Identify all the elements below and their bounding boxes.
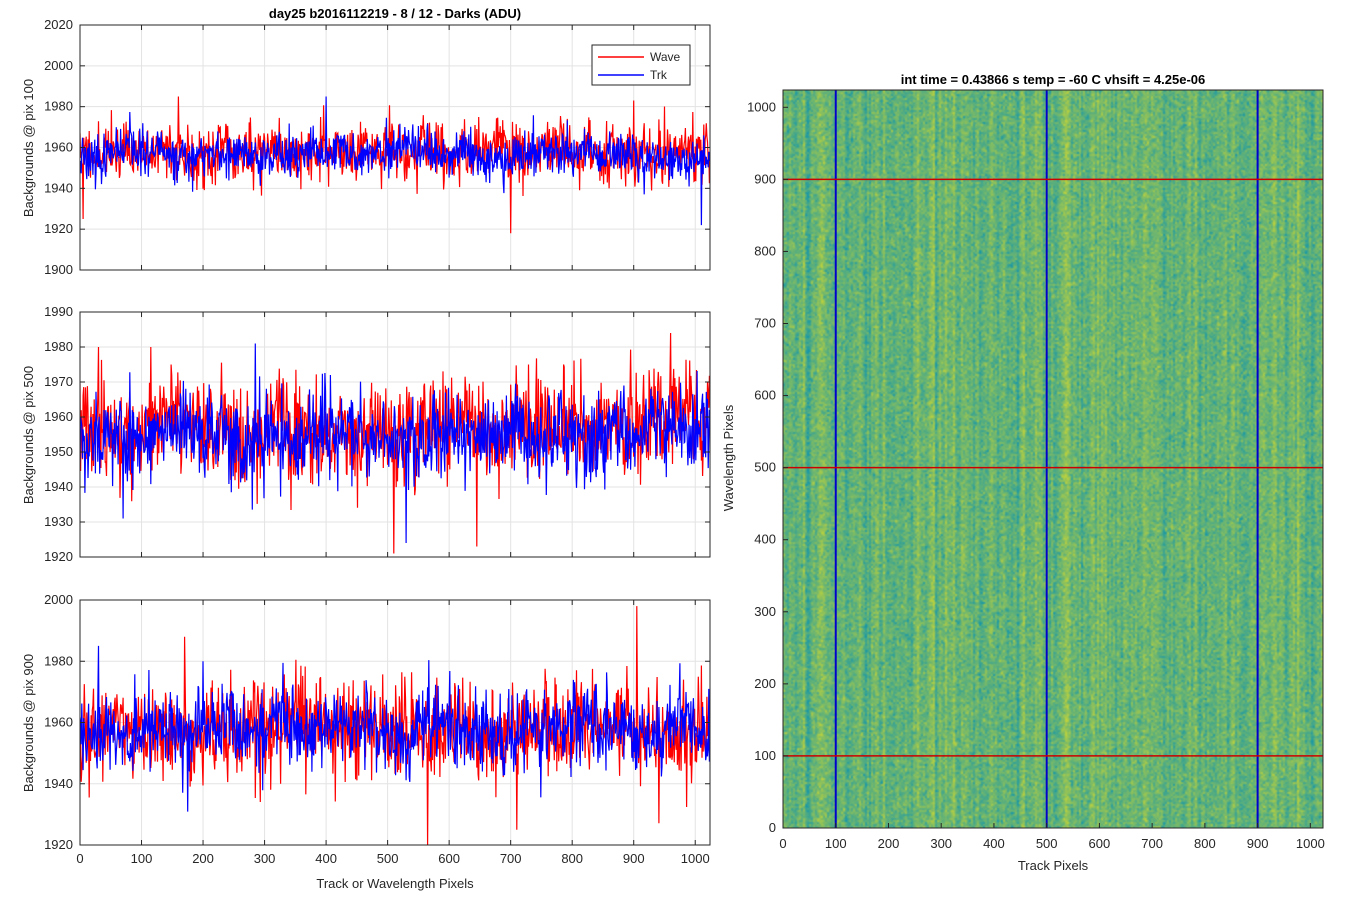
line-panel-pix-900: Backgrounds @ pix 900 Track or Wavelengt…	[21, 592, 711, 891]
axes-frame	[79, 311, 711, 558]
x-tick-label: 900	[623, 851, 645, 866]
x-tick-label: 100	[825, 836, 847, 851]
y-tick-label: 900	[754, 171, 776, 186]
x-tick-label: 800	[561, 851, 583, 866]
y-tick-label: 1940	[44, 180, 73, 195]
line-panel-pix-500: Backgrounds @ pix 500 1920 1930 1940 1950 19…	[21, 304, 711, 564]
y-tick-label: 200	[754, 676, 776, 691]
x-tick-label: 500	[1036, 836, 1058, 851]
y-tick-label: 1900	[44, 262, 73, 277]
x-tick-label: 400	[315, 851, 337, 866]
x-tick-label: 200	[878, 836, 900, 851]
y-tick-label: 1920	[44, 221, 73, 236]
y-tick-label: 1000	[747, 99, 776, 114]
y-tick-label: 100	[754, 748, 776, 763]
heatmap-frame	[782, 89, 1324, 829]
legend-label-trk: Trk	[650, 68, 668, 82]
x-tick-label: 400	[983, 836, 1005, 851]
x-tick-label: 300	[930, 836, 952, 851]
y-tick-label: 0	[769, 820, 776, 835]
x-tick-label: 800	[1194, 836, 1216, 851]
legend-label-wave: Wave	[650, 50, 681, 64]
y-tick-label: 1970	[44, 374, 73, 389]
y-axis-label: Backgrounds @ pix 500	[21, 366, 36, 504]
x-tick-label: 200	[192, 851, 214, 866]
heatmap-title: int time = 0.43866 s temp = -60 C vhsift…	[901, 72, 1206, 87]
x-tick-label: 1000	[681, 851, 710, 866]
x-tick-label: 100	[131, 851, 153, 866]
y-tick-label: 1980	[44, 653, 73, 668]
y-tick-label: 1990	[44, 304, 73, 319]
y-tick-label: 1960	[44, 140, 73, 155]
heatmap-panel: int time = 0.43866 s temp = -60 C vhsift…	[721, 72, 1325, 873]
y-axis-label: Backgrounds @ pix 100	[21, 79, 36, 217]
y-tick-label: 1920	[44, 837, 73, 852]
x-tick-label: 600	[438, 851, 460, 866]
x-tick-label: 700	[500, 851, 522, 866]
y-tick-label: 1980	[44, 339, 73, 354]
y-tick-label: 1920	[44, 549, 73, 564]
y-tick-label: 700	[754, 316, 776, 331]
x-tick-label: 900	[1247, 836, 1269, 851]
x-tick-label: 700	[1141, 836, 1163, 851]
y-tick-label: 2000	[44, 58, 73, 73]
x-tick-label: 500	[377, 851, 399, 866]
series-line-trk	[80, 645, 710, 812]
x-tick-label: 600	[1089, 836, 1111, 851]
line-panel-pix-100: day25 b2016112219 - 8 / 12 - Darks (ADU)…	[21, 6, 711, 277]
x-axis-label: Track or Wavelength Pixels	[316, 876, 474, 891]
y-tick-label: 1960	[44, 409, 73, 424]
y-tick-label: 1960	[44, 715, 73, 730]
y-tick-label: 1950	[44, 444, 73, 459]
x-tick-label: 1000	[1296, 836, 1325, 851]
y-tick-label: 2000	[44, 592, 73, 607]
x-tick-label: 300	[254, 851, 276, 866]
y-tick-label: 800	[754, 243, 776, 258]
panel-title: day25 b2016112219 - 8 / 12 - Darks (ADU)	[269, 6, 521, 21]
series-line-trk	[80, 96, 710, 226]
heatmap-image	[783, 90, 1323, 828]
y-tick-label: 500	[754, 460, 776, 475]
y-axis-label: Backgrounds @ pix 900	[21, 654, 36, 792]
y-tick-label: 400	[754, 532, 776, 547]
y-tick-label: 1940	[44, 479, 73, 494]
y-tick-label: 300	[754, 604, 776, 619]
x-tick-label: 0	[76, 851, 83, 866]
x-axis-label: Track Pixels	[1018, 858, 1089, 873]
y-axis-label: Wavelength Pixels	[721, 404, 736, 511]
legend-box	[591, 44, 691, 86]
y-tick-label: 600	[754, 388, 776, 403]
y-tick-label: 1980	[44, 99, 73, 114]
y-tick-label: 1940	[44, 776, 73, 791]
series-line-trk	[80, 343, 710, 544]
y-tick-label: 1930	[44, 514, 73, 529]
x-tick-label: 0	[779, 836, 786, 851]
y-tick-label: 2020	[44, 17, 73, 32]
